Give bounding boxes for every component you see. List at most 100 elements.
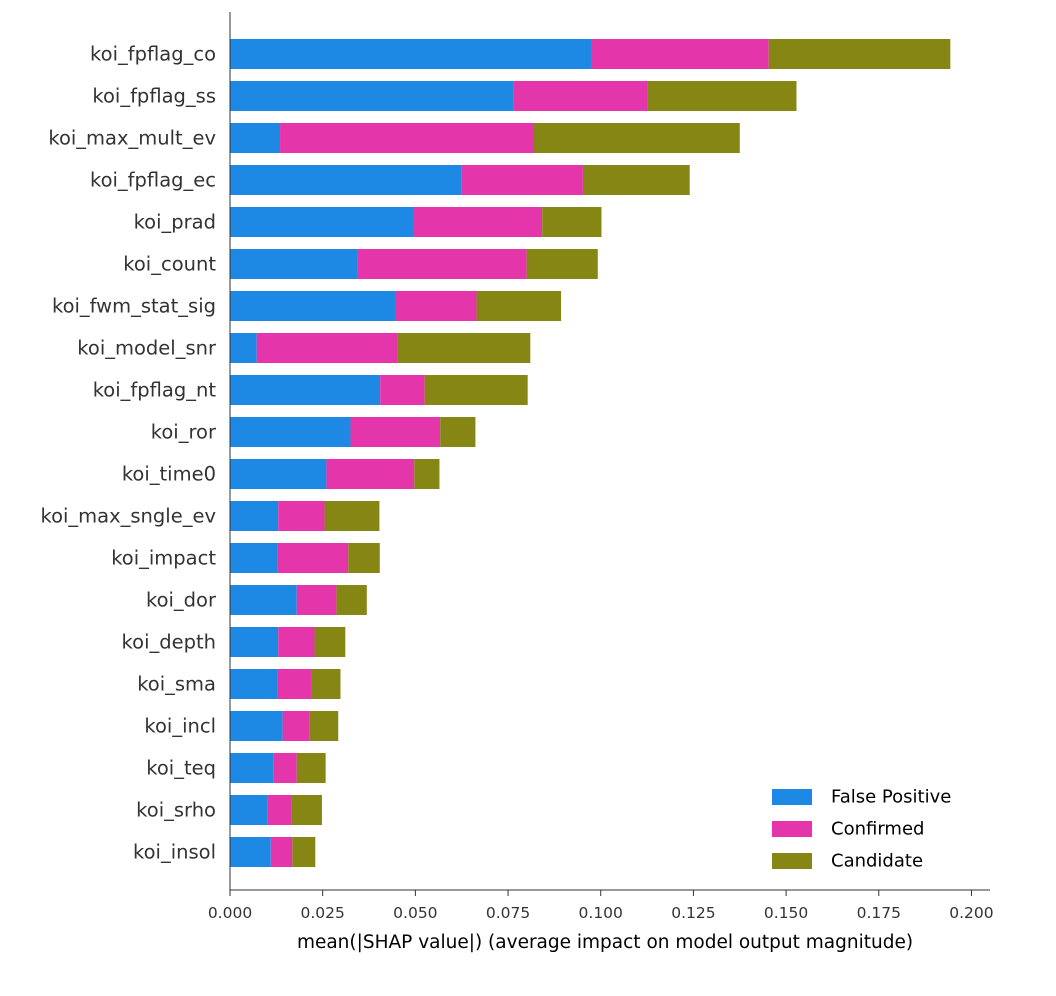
bar-koi-srho-candidate	[291, 795, 322, 825]
bar-koi-max-mult-ev-confirmed	[280, 123, 534, 153]
y-tick-label: koi_insol	[133, 841, 216, 864]
y-tick-label: koi_teq	[146, 757, 216, 780]
legend-label-confirmed: Confirmed	[831, 819, 924, 840]
bar-koi-fpflag-co-false-positive	[230, 39, 592, 69]
bar-koi-insol-confirmed	[270, 837, 293, 867]
bar-koi-fpflag-nt-false-positive	[230, 375, 381, 405]
bar-koi-teq-confirmed	[273, 753, 297, 783]
bar-koi-fpflag-ec-candidate	[582, 165, 690, 195]
bar-koi-fwm-stat-sig-confirmed	[394, 291, 477, 321]
x-tick-label: 0.000	[208, 904, 252, 922]
bar-koi-dor-false-positive	[230, 585, 297, 615]
legend-swatch-confirmed	[772, 821, 812, 837]
bar-koi-teq-false-positive	[230, 753, 274, 783]
y-tick-label: koi_fpflag_co	[90, 43, 216, 66]
legend-label-false-positive: False Positive	[831, 787, 951, 808]
bar-koi-prad-false-positive	[230, 207, 414, 237]
x-axis-ticks: 0.000 0.025 0.050 0.075 0.100 0.125 0.150 0.175…	[208, 890, 994, 922]
bar-koi-max-mult-ev-false-positive	[230, 123, 281, 153]
bar-koi-model-snr-false-positive	[230, 333, 257, 363]
bar-koi-max-mult-ev-candidate	[534, 123, 740, 153]
x-tick-label: 0.125	[671, 904, 715, 922]
x-tick-label: 0.100	[579, 904, 623, 922]
bar-koi-insol-candidate	[292, 837, 316, 867]
y-tick-label: koi_impact	[111, 547, 216, 570]
bar-koi-sma-candidate	[311, 669, 341, 699]
bar-koi-count-false-positive	[230, 249, 358, 279]
bar-koi-sma-false-positive	[230, 669, 278, 699]
y-tick-label: koi_fpflag_ec	[90, 169, 216, 192]
bar-koi-prad-candidate	[542, 207, 602, 237]
bar-koi-sma-confirmed	[277, 669, 312, 699]
bar-koi-teq-candidate	[296, 753, 326, 783]
bar-koi-fpflag-ec-false-positive	[230, 165, 462, 195]
y-tick-label: koi_fwm_stat_sig	[52, 295, 216, 318]
x-tick-label: 0.175	[857, 904, 901, 922]
bar-koi-count-confirmed	[357, 249, 527, 279]
bar-koi-dor-candidate	[336, 585, 367, 615]
y-tick-label: koi_model_snr	[77, 337, 217, 360]
y-tick-label: koi_srho	[136, 799, 216, 822]
y-tick-label: koi_incl	[144, 715, 216, 738]
y-tick-label: koi_time0	[122, 463, 216, 486]
y-tick-label: koi_sma	[137, 673, 216, 696]
bar-koi-max-sngle-ev-false-positive	[230, 501, 279, 531]
bar-koi-fpflag-nt-confirmed	[380, 375, 425, 405]
bar-koi-fpflag-co-candidate	[768, 39, 951, 69]
legend-swatch-candidate	[772, 853, 812, 869]
x-tick-label: 0.075	[486, 904, 530, 922]
bar-koi-incl-confirmed	[282, 711, 310, 741]
bar-koi-fwm-stat-sig-candidate	[476, 291, 562, 321]
bar-koi-max-sngle-ev-candidate	[324, 501, 380, 531]
bar-group	[230, 39, 951, 867]
bar-koi-depth-false-positive	[230, 627, 279, 657]
y-tick-label: koi_depth	[122, 631, 216, 654]
bar-koi-fpflag-ss-candidate	[647, 81, 797, 111]
legend-swatch-false-positive	[772, 789, 812, 805]
legend-label-candidate: Candidate	[831, 851, 923, 872]
bar-koi-ror-candidate	[440, 417, 476, 447]
y-tick-label: koi_max_sngle_ev	[40, 505, 216, 528]
bar-koi-time0-false-positive	[230, 459, 327, 489]
bar-koi-fwm-stat-sig-false-positive	[230, 291, 395, 321]
x-tick-label: 0.050	[393, 904, 437, 922]
bar-koi-srho-false-positive	[230, 795, 268, 825]
bar-koi-impact-confirmed	[277, 543, 349, 573]
bar-koi-depth-confirmed	[278, 627, 315, 657]
bar-koi-fpflag-ec-confirmed	[461, 165, 583, 195]
bar-koi-insol-false-positive	[230, 837, 271, 867]
bar-koi-fpflag-nt-candidate	[424, 375, 528, 405]
x-axis-label: mean(|SHAP value|) (average impact on mo…	[297, 932, 913, 953]
x-tick-label: 0.025	[300, 904, 344, 922]
bar-koi-impact-false-positive	[230, 543, 278, 573]
x-tick-label: 0.200	[949, 904, 993, 922]
bar-koi-model-snr-candidate	[397, 333, 531, 363]
bar-koi-fpflag-ss-confirmed	[513, 81, 648, 111]
bar-koi-fpflag-co-confirmed	[591, 39, 769, 69]
bar-koi-time0-confirmed	[326, 459, 415, 489]
x-tick-label: 0.150	[764, 904, 808, 922]
legend: False Positive Confirmed Candidate	[772, 787, 951, 872]
bar-koi-max-sngle-ev-confirmed	[278, 501, 325, 531]
bar-koi-ror-false-positive	[230, 417, 351, 447]
y-tick-label: koi_count	[123, 253, 216, 276]
bar-koi-prad-confirmed	[413, 207, 543, 237]
bar-koi-incl-candidate	[309, 711, 339, 741]
y-tick-label: koi_prad	[134, 211, 216, 234]
bar-koi-fpflag-ss-false-positive	[230, 81, 514, 111]
bar-koi-model-snr-confirmed	[256, 333, 398, 363]
y-tick-label: koi_fpflag_nt	[93, 379, 217, 402]
y-tick-label: koi_max_mult_ev	[48, 127, 216, 150]
bar-koi-incl-false-positive	[230, 711, 283, 741]
bar-koi-depth-candidate	[314, 627, 346, 657]
y-tick-label: koi_ror	[151, 421, 217, 444]
y-tick-label: koi_dor	[146, 589, 217, 612]
y-axis-labels: koi_fpflag_co koi_fpflag_ss koi_max_mult_e…	[40, 43, 217, 864]
bar-koi-impact-candidate	[348, 543, 380, 573]
bar-koi-count-candidate	[526, 249, 598, 279]
bar-koi-dor-confirmed	[296, 585, 337, 615]
bar-koi-srho-confirmed	[267, 795, 292, 825]
bar-koi-ror-confirmed	[350, 417, 441, 447]
y-tick-label: koi_fpflag_ss	[92, 85, 216, 108]
